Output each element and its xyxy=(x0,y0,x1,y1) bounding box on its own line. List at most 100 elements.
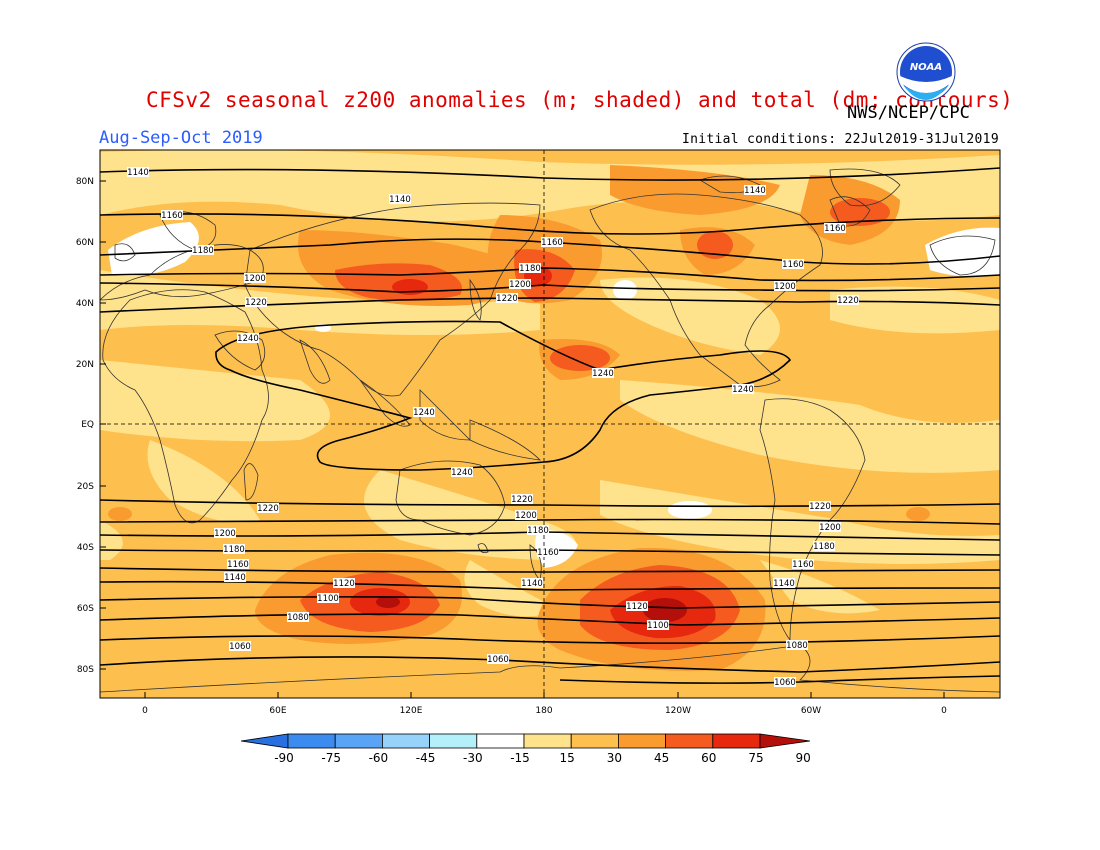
colorbar-label: 75 xyxy=(748,751,763,765)
contour-label: 1160 xyxy=(782,259,804,270)
colorbar-label: 90 xyxy=(796,751,811,765)
svg-text:1080: 1080 xyxy=(786,641,808,651)
svg-text:1140: 1140 xyxy=(744,186,766,196)
colorbar-segment xyxy=(429,733,478,749)
contour-label: 1220 xyxy=(496,293,518,304)
svg-text:1180: 1180 xyxy=(223,545,245,555)
lat-tick-label: 40S xyxy=(77,543,94,553)
lon-tick-label: 120E xyxy=(400,706,423,716)
contour-label: 1240 xyxy=(732,384,754,395)
lon-tick-label: 0 xyxy=(941,706,947,716)
colorbar-label: -60 xyxy=(369,751,389,765)
contour-label: 1220 xyxy=(511,494,533,505)
contour-label: 1200 xyxy=(774,281,796,292)
svg-text:1200: 1200 xyxy=(244,274,266,284)
latitude-axis: 80N 60N 40N 20N EQ 20S 40S 60S 80S xyxy=(76,177,106,675)
colorbar-segment xyxy=(381,733,430,749)
svg-text:1100: 1100 xyxy=(317,594,339,604)
lat-tick-label: 20N xyxy=(76,360,94,370)
colorbar-segment xyxy=(570,733,619,749)
contour-label: 1080 xyxy=(287,612,309,623)
svg-text:1240: 1240 xyxy=(237,334,259,344)
svg-text:1140: 1140 xyxy=(389,195,411,205)
lon-tick-label: 180 xyxy=(535,706,552,716)
colorbar-left-arrow xyxy=(240,733,289,749)
svg-text:1140: 1140 xyxy=(127,168,149,178)
lat-tick-label: 80S xyxy=(77,665,94,675)
colorbar-label: -15 xyxy=(510,751,530,765)
colorbar-label: 30 xyxy=(607,751,622,765)
contour-label: 1140 xyxy=(224,572,246,583)
contour-label: 1140 xyxy=(389,194,411,205)
svg-text:1240: 1240 xyxy=(592,369,614,379)
lat-tick-label: EQ xyxy=(81,420,94,430)
svg-text:1160: 1160 xyxy=(161,211,183,221)
svg-text:1060: 1060 xyxy=(487,655,509,665)
svg-text:1120: 1120 xyxy=(626,602,648,612)
lon-tick-label: 60E xyxy=(269,706,286,716)
svg-text:1200: 1200 xyxy=(214,529,236,539)
contour-label: 1160 xyxy=(541,237,563,248)
contour-label: 1120 xyxy=(626,601,648,612)
contour-label: 1180 xyxy=(527,525,549,536)
svg-text:1100: 1100 xyxy=(647,621,669,631)
colorbar-segment xyxy=(665,733,714,749)
svg-text:1220: 1220 xyxy=(511,495,533,505)
contour-label: 1220 xyxy=(245,297,267,308)
contour-label: 1180 xyxy=(192,245,214,256)
organization-label: NWS/NCEP/CPC xyxy=(847,103,970,123)
svg-text:1160: 1160 xyxy=(541,238,563,248)
contour-label: 1240 xyxy=(413,407,435,418)
coastlines xyxy=(100,168,1000,693)
longitude-axis: 0 60E 120E 180 120W 60W 0 xyxy=(142,692,947,716)
lon-tick-label: 120W xyxy=(665,706,691,716)
lat-tick-label: 40N xyxy=(76,299,94,309)
lon-tick-label: 0 xyxy=(142,706,148,716)
contour-label: 1140 xyxy=(744,185,766,196)
svg-text:1080: 1080 xyxy=(287,613,309,623)
svg-text:1200: 1200 xyxy=(509,280,531,290)
lat-tick-label: 80N xyxy=(76,177,94,187)
contour-label: 1180 xyxy=(813,541,835,552)
contour-label: 1220 xyxy=(837,295,859,306)
contour-label: 1120 xyxy=(333,578,355,589)
contour-label: 1060 xyxy=(487,654,509,665)
contour-label: 1200 xyxy=(244,273,266,284)
svg-text:1160: 1160 xyxy=(537,548,559,558)
noaa-logo-icon: NOAA xyxy=(896,42,956,102)
svg-text:1180: 1180 xyxy=(527,526,549,536)
contour-label: 1160 xyxy=(227,559,249,570)
svg-text:1180: 1180 xyxy=(192,246,214,256)
contour-label: 1180 xyxy=(519,263,541,274)
svg-text:1060: 1060 xyxy=(774,678,796,688)
svg-text:1240: 1240 xyxy=(451,468,473,478)
initial-conditions-label: Initial conditions: 22Jul2019-31Jul2019 xyxy=(682,132,999,147)
colorbar-segment xyxy=(334,733,383,749)
contour-label: 1100 xyxy=(317,593,339,604)
svg-text:NOAA: NOAA xyxy=(910,62,942,73)
contour-label: 1100 xyxy=(647,620,669,631)
colorbar-segment xyxy=(618,733,667,749)
svg-text:1200: 1200 xyxy=(819,523,841,533)
svg-text:1140: 1140 xyxy=(521,579,543,589)
svg-text:1220: 1220 xyxy=(809,502,831,512)
contour-label: 1220 xyxy=(257,503,279,514)
contour-label: 1180 xyxy=(223,544,245,555)
svg-text:1060: 1060 xyxy=(229,642,251,652)
colorbar-label: -75 xyxy=(321,751,341,765)
lat-tick-label: 60N xyxy=(76,238,94,248)
svg-text:1200: 1200 xyxy=(774,282,796,292)
contour-label: 1200 xyxy=(509,279,531,290)
svg-text:1160: 1160 xyxy=(824,224,846,234)
colorbar-segment xyxy=(523,733,572,749)
svg-text:1240: 1240 xyxy=(732,385,754,395)
contour-label: 1240 xyxy=(237,333,259,344)
svg-text:1240: 1240 xyxy=(413,408,435,418)
contour-label: 1140 xyxy=(127,167,149,178)
svg-text:1220: 1220 xyxy=(496,294,518,304)
contour-label: 1140 xyxy=(521,578,543,589)
svg-text:1160: 1160 xyxy=(227,560,249,570)
colorbar-segment xyxy=(712,733,761,749)
colorbar-right-arrow xyxy=(759,733,811,749)
